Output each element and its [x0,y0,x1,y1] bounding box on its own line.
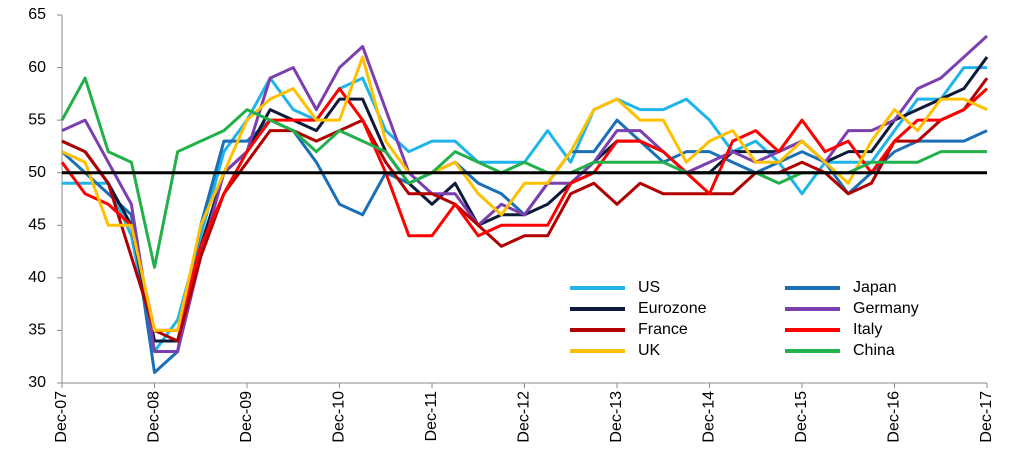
x-tick-label: Dec-08 [146,391,163,443]
x-tick-label: Dec-07 [53,391,70,443]
legend-label: UK [638,342,661,359]
y-tick-label: 45 [28,217,46,234]
legend-label: China [853,342,895,359]
y-tick-label: 50 [28,164,46,181]
x-tick-label: Dec-14 [701,391,718,443]
y-tick-label: 30 [28,374,46,391]
y-tick-label: 35 [28,322,46,339]
legend-label: US [638,279,660,296]
x-tick-label: Dec-09 [238,391,255,443]
legend-label: Japan [853,279,897,296]
x-tick-label: Dec-10 [331,391,348,443]
x-tick-label: Dec-16 [886,391,903,443]
legend-label: France [638,321,688,338]
x-tick-label: Dec-17 [978,391,995,443]
legend-label: Italy [853,321,882,338]
y-tick-label: 60 [28,59,46,76]
series-line [60,87,989,332]
series-line [61,34,989,353]
y-tick-label: 40 [28,269,46,286]
legend-label: Eurozone [638,300,707,317]
y-tick-label: 55 [28,111,46,128]
x-tick-label: Dec-11 [423,391,440,441]
x-tick-label: Dec-12 [516,391,533,443]
series-line [61,55,988,332]
y-tick-label: 65 [28,6,46,23]
legend: US Japan Eurozone Germany France Italy UK China [555,274,955,370]
x-tick-label: Dec-15 [793,391,810,443]
legend-label: Germany [853,300,919,317]
x-tick-label: Dec-13 [608,391,625,443]
